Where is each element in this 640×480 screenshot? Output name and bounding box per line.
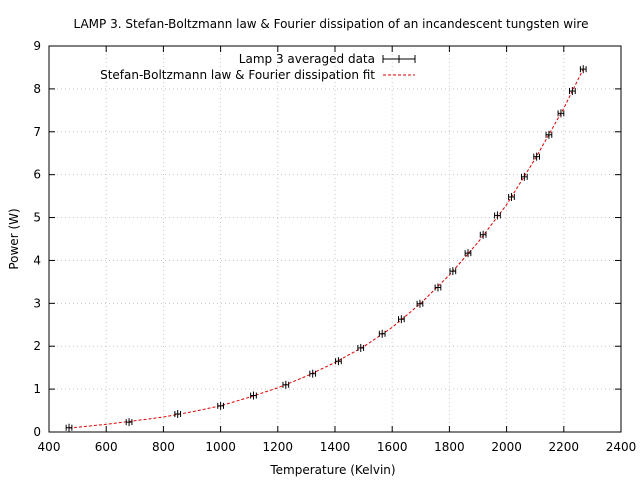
data-point <box>65 423 73 432</box>
y-tick-label: 9 <box>33 39 41 53</box>
data-point <box>416 299 424 308</box>
data-point <box>378 329 386 338</box>
x-tick-label: 1000 <box>205 440 236 454</box>
y-tick-label: 1 <box>33 382 41 396</box>
y-tick-label: 2 <box>33 339 41 353</box>
fit-curve <box>68 68 584 429</box>
x-tick-label: 800 <box>152 440 175 454</box>
data-point <box>557 109 565 118</box>
data-point <box>125 418 133 427</box>
data-point <box>397 315 405 324</box>
x-tick-label: 2200 <box>549 440 580 454</box>
data-point <box>579 65 587 74</box>
y-axis-title: Power (W) <box>7 208 21 269</box>
data-point <box>434 283 442 292</box>
data-point <box>479 230 487 239</box>
chart-title: LAMP 3. Stefan-Boltzmann law & Fourier d… <box>74 17 589 31</box>
data-point <box>217 401 224 410</box>
data-point <box>250 391 257 400</box>
data-point <box>282 380 290 389</box>
x-tick-label: 400 <box>38 440 61 454</box>
y-tick-label: 0 <box>33 425 41 439</box>
x-tick-label: 1400 <box>320 440 351 454</box>
x-tick-label: 1600 <box>377 440 408 454</box>
y-tick-label: 6 <box>33 168 41 182</box>
y-tick-label: 4 <box>33 253 41 267</box>
x-axis-title: Temperature (Kelvin) <box>269 463 395 477</box>
legend-key-data <box>382 55 416 63</box>
data-point <box>533 152 540 161</box>
data-point <box>449 267 457 276</box>
data-point <box>174 409 182 418</box>
axes: 400 600 800 1000 1200 1400 1600 1800 2000 2200 240… <box>33 39 636 454</box>
legend-label-fit: Stefan-Boltzmann law & Fourier dissipati… <box>100 68 375 82</box>
x-tick-label: 2400 <box>606 440 637 454</box>
data-point <box>464 249 472 258</box>
legend-label-data: Lamp 3 averaged data <box>239 52 375 66</box>
y-tick-label: 8 <box>33 82 41 96</box>
y-tick-label: 5 <box>33 211 41 225</box>
data-point <box>309 369 317 378</box>
data-point <box>494 211 501 220</box>
x-tick-label: 1800 <box>434 440 465 454</box>
y-tick-label: 7 <box>33 125 41 139</box>
data-point <box>520 172 528 181</box>
x-tick-label: 1200 <box>263 440 294 454</box>
data-point <box>545 130 553 139</box>
x-tick-label: 2000 <box>491 440 522 454</box>
x-tick-label: 600 <box>95 440 118 454</box>
data-point <box>357 343 365 352</box>
data-point <box>335 357 342 366</box>
plot-area <box>65 65 587 432</box>
data-point <box>508 192 515 201</box>
y-tick-label: 3 <box>33 296 41 310</box>
grid <box>49 46 621 432</box>
legend: Lamp 3 averaged data Stefan-Boltzmann la… <box>100 52 416 82</box>
data-point <box>569 87 576 96</box>
